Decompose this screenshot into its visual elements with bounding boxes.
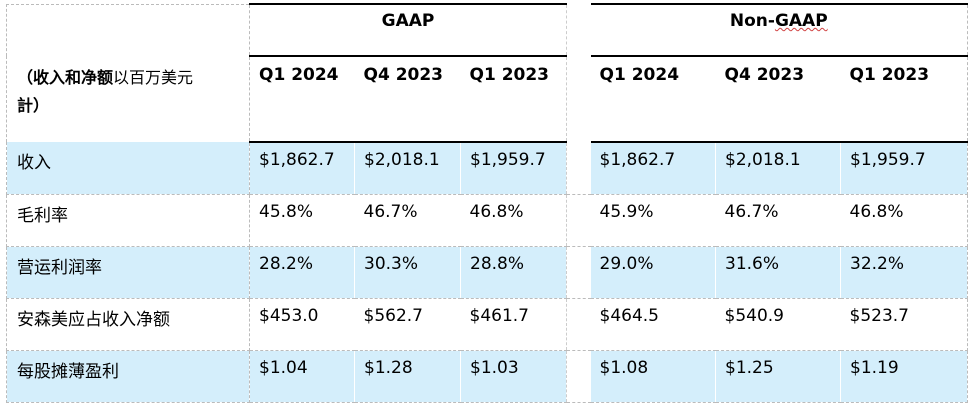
gap-cell — [566, 350, 591, 403]
table-row: 毛利率 45.8% 46.7% 46.8% 45.9% 46.7% 46.8% — [6, 194, 969, 247]
period-header-nongaap-1: Q1 2024 — [590, 55, 716, 143]
period-header-nongaap-2: Q4 2023 — [715, 55, 841, 143]
period-header-nongaap-3: Q1 2023 — [840, 55, 969, 143]
table-row: 每股摊薄盈利 $1.04 $1.28 $1.03 $1.08 $1.25 $1.… — [6, 350, 969, 403]
table-cell: $1.19 — [840, 350, 969, 403]
table-cell: 30.3% — [354, 246, 461, 299]
table-cell: $2,018.1 — [715, 142, 841, 195]
financial-results-table: GAAP Non-GAAP （收入和净额以百万美元 計） Q1 2024 Q4 2… — [6, 3, 969, 403]
nongaap-group-header: Non-GAAP — [590, 3, 969, 56]
table-cell: 46.8% — [460, 194, 567, 247]
period-header-row: （收入和净额以百万美元計） Q1 2024 Q4 2023 Q1 2023 Q1… — [6, 55, 969, 143]
group-header-row: GAAP Non-GAAP — [6, 3, 969, 56]
corner-cell — [6, 3, 250, 56]
table-row: 营运利润率 28.2% 30.3% 28.8% 29.0% 31.6% 32.2… — [6, 246, 969, 299]
period-header-gaap-2: Q4 2023 — [354, 55, 461, 143]
gap-cell — [566, 246, 591, 299]
period-header-gaap-1: Q1 2024 — [249, 55, 355, 143]
unit-label-line2: 計） — [17, 96, 50, 115]
table-cell: $540.9 — [715, 298, 841, 351]
unit-label: （收入和净额以百万美元計） — [8, 56, 249, 120]
table-cell: $2,018.1 — [354, 142, 461, 195]
gap-cell — [566, 194, 591, 247]
table-cell: $453.0 — [249, 298, 355, 351]
table-cell: $1,862.7 — [249, 142, 355, 195]
table-cell: $1.04 — [249, 350, 355, 403]
gaap-group-header: GAAP — [249, 3, 567, 56]
table-cell: $1.28 — [354, 350, 461, 403]
table-cell: $523.7 — [840, 298, 969, 351]
table-cell: $1,862.7 — [590, 142, 716, 195]
table-cell: $1.25 — [715, 350, 841, 403]
table-cell: $562.7 — [354, 298, 461, 351]
gap-cell — [566, 142, 591, 195]
nongaap-header-suffix: GAAP — [774, 11, 828, 31]
period-header-gaap-3: Q1 2023 — [460, 55, 567, 143]
row-label: 毛利率 — [6, 194, 250, 247]
table-cell: $461.7 — [460, 298, 567, 351]
table-cell: 46.7% — [715, 194, 841, 247]
table-cell: $1.08 — [590, 350, 716, 403]
table-cell: 29.0% — [590, 246, 716, 299]
row-label: 每股摊薄盈利 — [6, 350, 250, 403]
row-label: 安森美应占收入净额 — [6, 298, 250, 351]
row-label: 营运利润率 — [6, 246, 250, 299]
nongaap-header-prefix: Non- — [729, 11, 775, 31]
gap-cell — [566, 4, 591, 56]
table-cell: $1,959.7 — [840, 142, 969, 195]
table-cell: 46.7% — [354, 194, 461, 247]
table-cell: $464.5 — [590, 298, 716, 351]
gap-cell — [566, 56, 591, 142]
gaap-header-text: GAAP — [381, 11, 435, 31]
unit-label-bold: （收入和净额 — [17, 68, 114, 87]
table-cell: 32.2% — [840, 246, 969, 299]
table-cell: 31.6% — [715, 246, 841, 299]
table-cell: 46.8% — [840, 194, 969, 247]
gap-cell — [566, 298, 591, 351]
table-row: 收入 $1,862.7 $2,018.1 $1,959.7 $1,862.7 $… — [6, 142, 969, 195]
unit-label-cell: （收入和净额以百万美元計） — [6, 56, 250, 142]
table-cell: 28.2% — [249, 246, 355, 299]
unit-label-rest: 以百万美元 — [113, 68, 194, 87]
table-cell: 28.8% — [459, 246, 567, 299]
table-cell: 45.8% — [249, 194, 355, 247]
table-cell: $1,959.7 — [459, 142, 567, 195]
table-row: 安森美应占收入净额 $453.0 $562.7 $461.7 $464.5 $5… — [6, 298, 969, 351]
table-cell: 45.9% — [590, 194, 716, 247]
table-cell: $1.03 — [459, 350, 567, 403]
row-label: 收入 — [6, 142, 250, 195]
